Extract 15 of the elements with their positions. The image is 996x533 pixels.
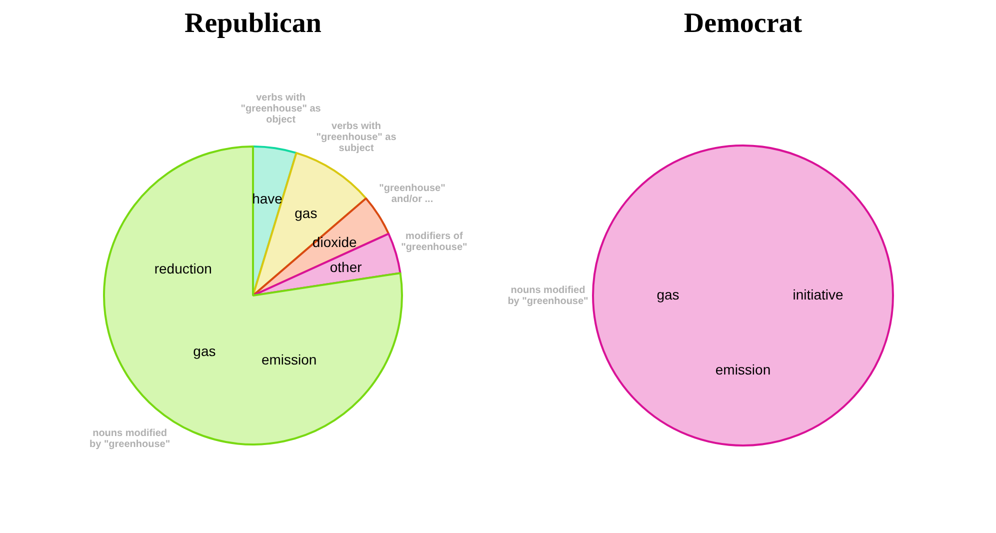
chart-title: Democrat [682,8,804,41]
text: gas [656,286,680,302]
slice-label: nouns modified by "greenhouse" [508,284,589,307]
text: initiative [792,286,844,302]
text: reduction [154,260,212,276]
text: dioxide [312,234,357,250]
slice-label: modifiers of "greenhouse" [401,230,468,253]
chart-title: Republican [184,8,322,41]
text: other [330,258,362,275]
text: emission [715,361,771,378]
slice-label: "greenhouse" and/or ... [379,182,446,205]
text: gas [193,342,216,359]
text: emission [261,352,317,368]
slice-label: nouns modified by "greenhouse" [89,428,170,450]
text: gas [294,205,318,222]
